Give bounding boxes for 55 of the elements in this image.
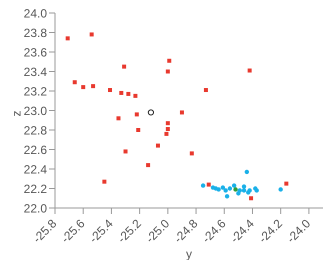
y-tick-label: 22.2	[24, 182, 48, 196]
point	[66, 36, 70, 40]
point	[204, 88, 208, 92]
point	[224, 194, 230, 198]
point	[190, 151, 194, 156]
point	[116, 116, 120, 120]
point	[232, 183, 236, 188]
point	[167, 58, 172, 63]
point	[206, 182, 211, 187]
point	[216, 187, 221, 192]
point	[233, 187, 238, 192]
y-tick-label: 23.8	[24, 26, 48, 40]
point	[166, 127, 170, 132]
y-tick-label: 24.0	[24, 6, 48, 20]
point	[148, 109, 154, 116]
y-tick-label: 22.0	[24, 201, 48, 216]
y-tick-label: 22.6	[24, 142, 48, 157]
point	[90, 32, 94, 36]
point	[220, 185, 226, 190]
point	[166, 70, 170, 74]
point	[248, 68, 252, 73]
y-tick-label: 22.8	[24, 123, 48, 138]
point	[166, 121, 170, 126]
point	[124, 149, 128, 154]
point	[180, 110, 184, 114]
point	[81, 85, 86, 90]
point	[200, 183, 206, 188]
point	[249, 196, 254, 200]
point	[284, 182, 288, 186]
point	[146, 163, 150, 168]
point	[156, 144, 160, 148]
y-tick-label: 23.6	[24, 45, 48, 60]
point	[244, 170, 250, 174]
y-tick-label: 23.2	[24, 84, 48, 98]
point	[223, 188, 228, 193]
point	[119, 90, 124, 95]
point	[228, 186, 232, 191]
point	[72, 80, 77, 84]
y-axis-title: z	[9, 110, 24, 116]
point	[242, 188, 246, 193]
point	[91, 84, 96, 88]
y-tick-label: 22.4	[24, 162, 48, 176]
point	[122, 64, 126, 69]
point	[164, 132, 168, 136]
point	[126, 92, 130, 96]
point	[278, 187, 283, 192]
point	[108, 88, 112, 92]
point	[133, 94, 138, 98]
point	[134, 112, 139, 116]
point	[136, 128, 140, 132]
point	[102, 180, 106, 184]
y-tick-label: 23.4	[24, 64, 48, 79]
y-tick-label: 23.0	[24, 104, 48, 118]
point	[242, 184, 246, 189]
point	[238, 188, 242, 193]
